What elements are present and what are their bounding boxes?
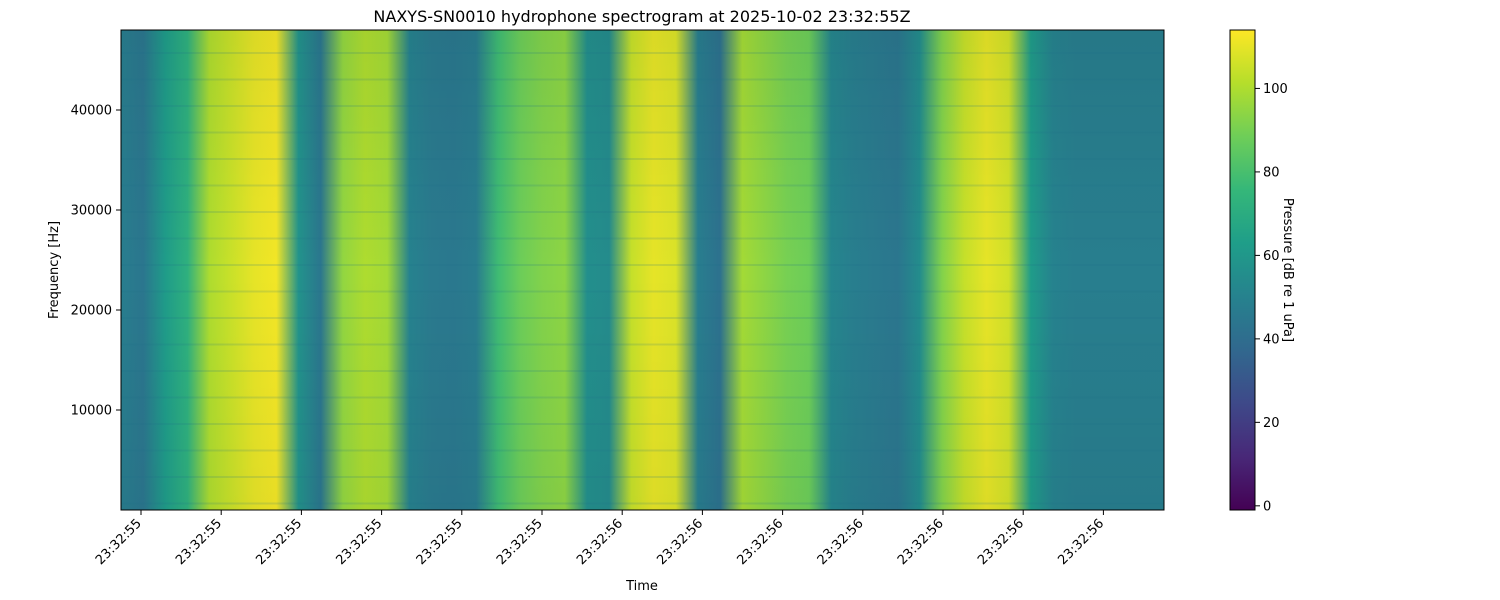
streak-line xyxy=(121,184,1164,187)
colorbar-tick-label: 40 xyxy=(1263,332,1280,347)
y-tick-label: 30000 xyxy=(71,204,112,219)
plot-frame xyxy=(120,29,1165,511)
y-tick-label: 40000 xyxy=(71,104,112,119)
colorbar-tick-label: 100 xyxy=(1263,82,1288,97)
x-tick-label: 23:32:55 xyxy=(173,516,225,568)
colorbar-label: Pressure [dB re 1 uPa] xyxy=(1280,198,1295,342)
colorbar-frame xyxy=(1229,29,1256,511)
streak-line xyxy=(121,476,1164,478)
streak-line xyxy=(121,449,1164,452)
colorbar-tick-label: 20 xyxy=(1263,416,1280,431)
streak-line xyxy=(121,131,1164,134)
streak-line xyxy=(121,211,1164,213)
x-tick-label: 23:32:56 xyxy=(1055,516,1107,568)
x-axis: 23:32:55 23:32:55 23:32:55 23:32:55 23:32:55… xyxy=(93,510,1107,568)
spectrogram-harmonic-streaks xyxy=(121,52,1164,505)
streak-line xyxy=(121,78,1164,81)
streak-line xyxy=(121,158,1164,160)
y-axis: 10000 20000 30000 40000 xyxy=(71,104,121,419)
colorbar-gradient xyxy=(1230,30,1255,510)
streak-line xyxy=(121,105,1164,107)
colorbar: 0 20 40 60 80 100 Pressure [dB re 1 uPa] xyxy=(1229,29,1295,514)
chart-title: NAXYS-SN0010 hydrophone spectrogram at 2… xyxy=(373,7,910,26)
x-tick-label: 23:32:56 xyxy=(815,516,867,568)
streak-line xyxy=(121,423,1164,425)
streak-line xyxy=(121,290,1164,293)
x-tick-label: 23:32:55 xyxy=(93,516,145,568)
streak-line xyxy=(121,317,1164,319)
x-tick-label: 23:32:56 xyxy=(975,516,1027,568)
colorbar-tick-label: 80 xyxy=(1263,165,1280,180)
x-tick-label: 23:32:55 xyxy=(414,516,466,568)
streak-line xyxy=(121,343,1164,346)
y-axis-label: Frequency [Hz] xyxy=(47,221,62,319)
x-tick-label: 23:32:56 xyxy=(654,516,706,568)
streak-line xyxy=(121,396,1164,399)
colorbar-tick-label: 0 xyxy=(1263,499,1271,514)
colorbar-tick-label: 60 xyxy=(1263,249,1280,264)
plot-area xyxy=(120,29,1165,511)
x-axis-label: Time xyxy=(625,579,658,594)
x-tick-label: 23:32:56 xyxy=(574,516,626,568)
x-tick-label: 23:32:55 xyxy=(494,516,546,568)
x-tick-label: 23:32:55 xyxy=(253,516,305,568)
streak-line xyxy=(121,264,1164,266)
spectrogram-shading xyxy=(121,30,1164,510)
streak-line xyxy=(121,502,1164,505)
x-tick-label: 23:32:55 xyxy=(334,516,386,568)
colorbar-axis: 0 20 40 60 80 100 xyxy=(1255,82,1288,514)
streak-line xyxy=(121,52,1164,54)
x-tick-label: 23:32:56 xyxy=(895,516,947,568)
y-tick-label: 20000 xyxy=(71,304,112,319)
x-tick-label: 23:32:56 xyxy=(735,516,787,568)
y-tick-label: 10000 xyxy=(71,404,112,419)
streak-line xyxy=(121,370,1164,372)
streak-line xyxy=(121,237,1164,240)
